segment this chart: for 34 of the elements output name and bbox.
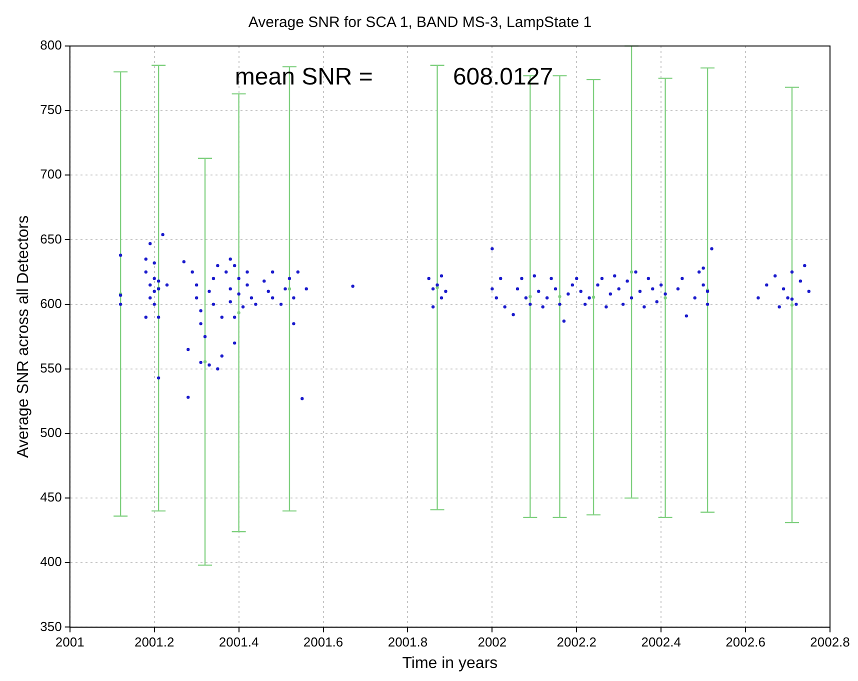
point [558, 294, 562, 298]
point [288, 287, 292, 290]
y-tick-label: 750 [40, 102, 62, 118]
y-tick-label: 450 [40, 490, 62, 505]
x-tick-label: 2002 [478, 634, 507, 650]
point [790, 303, 794, 307]
point [436, 286, 439, 290]
y-tick-label: 700 [40, 166, 62, 182]
y-tick-label: 400 [40, 554, 62, 570]
y-tick-label: 800 [40, 38, 62, 53]
y-tick-label: 650 [40, 231, 62, 246]
x-tick-label: 2001 [55, 634, 84, 650]
point [237, 311, 240, 314]
x-axis-title: Time in years [402, 654, 498, 672]
y-axis-title: Average SNR across all Detectors [15, 215, 32, 458]
x-tick-label: 2001.8 [388, 634, 428, 650]
point [203, 360, 207, 364]
chart-title: Average SNR for SCA 1, BAND MS-3, LampState 1 [248, 14, 592, 32]
x-tick-label: 2002.4 [641, 634, 681, 650]
x-tick-label: 2001.4 [218, 634, 259, 650]
x-tick-label: 2002.6 [726, 634, 766, 650]
point [664, 296, 667, 300]
annotation: mean SNR = 608.0127 [234, 64, 554, 91]
y-tick-label: 500 [40, 425, 62, 440]
point [528, 294, 532, 298]
y-tick-label: 350 [40, 618, 62, 634]
x-tick-label: 2001.2 [134, 634, 174, 650]
point [630, 270, 634, 274]
x-tick-label: 2002.2 [556, 634, 597, 650]
x-tick-label: 2002.8 [810, 634, 850, 650]
point [592, 296, 596, 299]
y-tick-label: 550 [40, 360, 62, 376]
y-tick-label: 600 [40, 296, 62, 311]
x-tick-label: 2001.6 [303, 634, 344, 650]
